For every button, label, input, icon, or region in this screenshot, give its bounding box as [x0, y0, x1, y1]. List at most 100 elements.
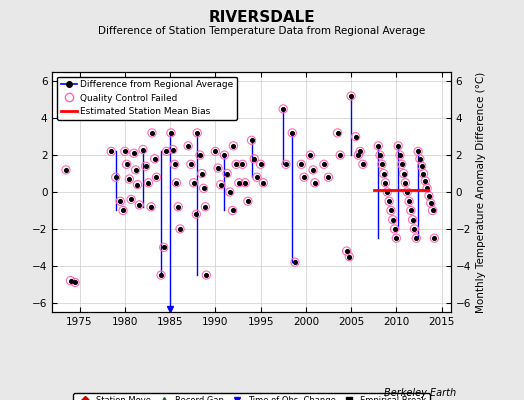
Point	[428, 207, 436, 214]
Point	[193, 130, 201, 136]
Point	[383, 189, 391, 195]
Point	[169, 146, 177, 153]
Point	[123, 161, 131, 168]
Point	[150, 156, 159, 162]
Y-axis label: Monthly Temperature Anomaly Difference (°C): Monthly Temperature Anomaly Difference (…	[476, 71, 486, 313]
Point	[358, 161, 367, 168]
Point	[196, 152, 204, 158]
Point	[201, 204, 210, 210]
Point	[401, 180, 410, 186]
Point	[144, 180, 152, 186]
Point	[132, 167, 140, 173]
Point	[412, 235, 420, 241]
Point	[228, 207, 237, 214]
Point	[112, 174, 120, 180]
Point	[430, 235, 439, 241]
Point	[198, 170, 206, 177]
Point	[407, 207, 415, 214]
Point	[423, 185, 431, 192]
Point	[354, 152, 363, 158]
Point	[396, 152, 404, 158]
Point	[229, 143, 237, 149]
Point	[291, 259, 299, 265]
Point	[356, 148, 364, 154]
Point	[141, 163, 150, 169]
Point	[421, 178, 430, 184]
Point	[342, 248, 351, 254]
Point	[398, 161, 406, 168]
Point	[232, 161, 241, 168]
Point	[399, 170, 408, 177]
Point	[407, 207, 415, 214]
Point	[306, 152, 314, 158]
Legend: Station Move, Record Gap, Time of Obs. Change, Empirical Break: Station Move, Record Gap, Time of Obs. C…	[73, 393, 430, 400]
Text: RIVERSDALE: RIVERSDALE	[209, 10, 315, 25]
Point	[226, 189, 234, 195]
Point	[347, 93, 355, 99]
Point	[201, 204, 210, 210]
Point	[189, 180, 198, 186]
Point	[418, 163, 426, 169]
Point	[333, 130, 342, 136]
Point	[279, 106, 287, 112]
Point	[394, 143, 402, 149]
Point	[129, 150, 138, 156]
Point	[141, 163, 150, 169]
Point	[147, 204, 155, 210]
Point	[211, 148, 220, 154]
Point	[238, 161, 247, 168]
Text: Difference of Station Temperature Data from Regional Average: Difference of Station Temperature Data f…	[99, 26, 425, 36]
Point	[123, 161, 131, 168]
Point	[430, 235, 439, 241]
Point	[398, 161, 406, 168]
Point	[139, 146, 147, 153]
Point	[423, 185, 431, 192]
Point	[139, 146, 147, 153]
Point	[259, 180, 267, 186]
Point	[385, 198, 394, 204]
Point	[211, 148, 220, 154]
Point	[112, 174, 120, 180]
Point	[107, 148, 115, 154]
Point	[378, 161, 386, 168]
Point	[390, 226, 399, 232]
Point	[229, 143, 237, 149]
Point	[352, 134, 360, 140]
Point	[414, 148, 422, 154]
Point	[174, 204, 182, 210]
Point	[133, 182, 141, 188]
Point	[383, 189, 391, 195]
Point	[336, 152, 344, 158]
Point	[376, 152, 384, 158]
Point	[121, 148, 129, 154]
Point	[392, 235, 400, 241]
Point	[403, 189, 411, 195]
Point	[159, 244, 168, 250]
Point	[152, 174, 161, 180]
Point	[71, 279, 79, 286]
Point	[300, 174, 308, 180]
Point	[187, 161, 195, 168]
Point	[427, 200, 435, 206]
Point	[144, 180, 152, 186]
Point	[288, 130, 297, 136]
Point	[256, 161, 265, 168]
Point	[62, 167, 70, 173]
Point	[167, 130, 175, 136]
Point	[428, 207, 436, 214]
Point	[385, 198, 394, 204]
Point	[392, 235, 400, 241]
Point	[232, 161, 241, 168]
Point	[309, 167, 317, 173]
Point	[235, 180, 243, 186]
Point	[241, 180, 249, 186]
Point	[387, 207, 395, 214]
Point	[148, 130, 156, 136]
Point	[176, 226, 184, 232]
Point	[410, 226, 419, 232]
Point	[167, 130, 175, 136]
Point	[311, 180, 319, 186]
Point	[162, 148, 171, 154]
Point	[193, 130, 201, 136]
Point	[388, 216, 397, 223]
